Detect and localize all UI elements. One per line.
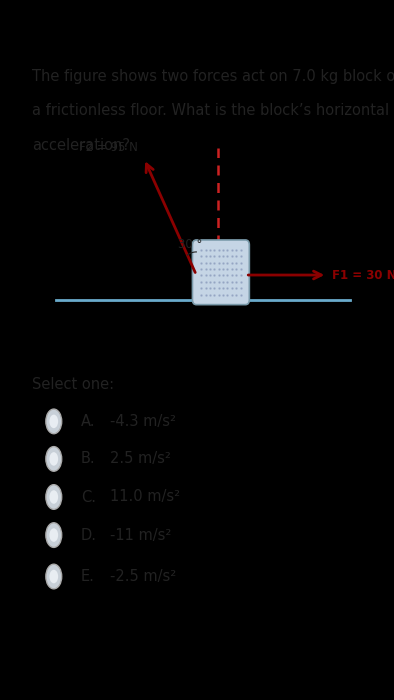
Circle shape	[49, 490, 58, 504]
Text: A.: A.	[81, 414, 95, 429]
Circle shape	[46, 409, 62, 434]
Text: Select one:: Select one:	[32, 377, 114, 391]
Text: F1 = 30 N: F1 = 30 N	[332, 269, 394, 281]
FancyBboxPatch shape	[192, 240, 249, 304]
Circle shape	[49, 528, 58, 542]
Circle shape	[49, 570, 58, 583]
Text: -4.3 m/s²: -4.3 m/s²	[110, 414, 176, 429]
Circle shape	[46, 564, 62, 589]
Text: a frictionless floor. What is the block’s horizontal: a frictionless floor. What is the block’…	[32, 104, 389, 118]
Text: D.: D.	[81, 528, 97, 542]
Circle shape	[46, 484, 62, 510]
Text: F2 = 95 N: F2 = 95 N	[79, 141, 138, 155]
Text: 2.5 m/s²: 2.5 m/s²	[110, 452, 171, 466]
Text: -11 m/s²: -11 m/s²	[110, 528, 171, 542]
Text: E.: E.	[81, 569, 95, 584]
Circle shape	[46, 523, 62, 547]
Text: 30 °: 30 °	[178, 238, 203, 251]
Text: The figure shows two forces act on 7.0 kg block on: The figure shows two forces act on 7.0 k…	[32, 69, 394, 83]
Circle shape	[49, 452, 58, 466]
Text: acceleration?: acceleration?	[32, 138, 130, 153]
Text: C.: C.	[81, 489, 96, 505]
Text: B.: B.	[81, 452, 95, 466]
Circle shape	[49, 414, 58, 428]
Circle shape	[46, 447, 62, 471]
Text: 11.0 m/s²: 11.0 m/s²	[110, 489, 180, 505]
Text: -2.5 m/s²: -2.5 m/s²	[110, 569, 176, 584]
